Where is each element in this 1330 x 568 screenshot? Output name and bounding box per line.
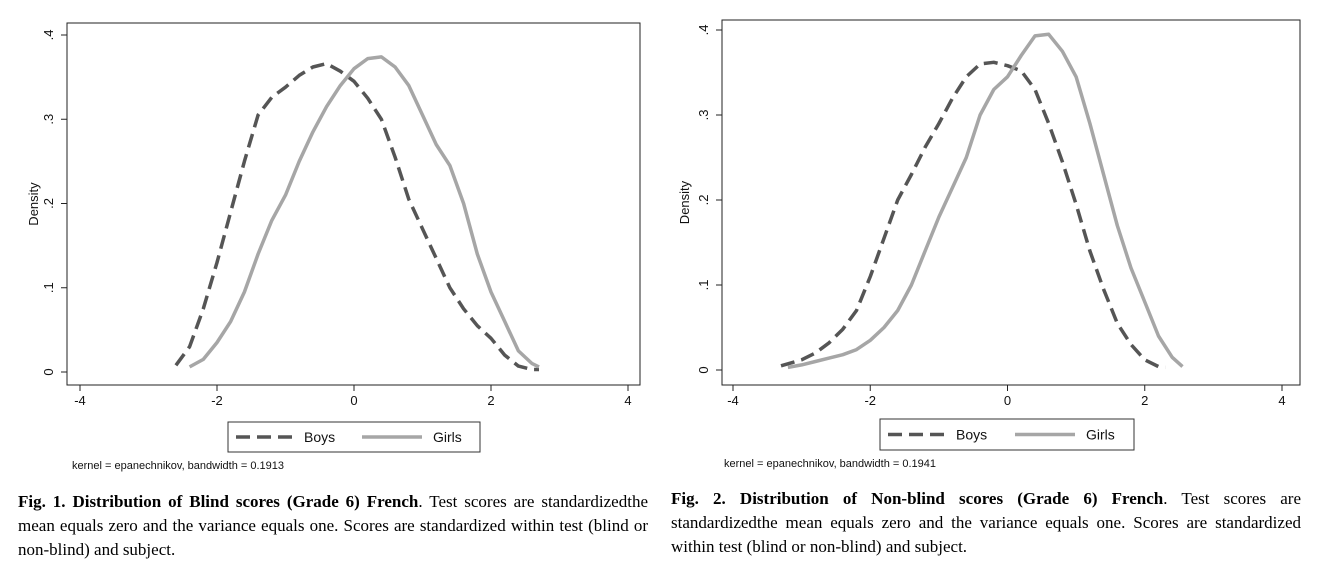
x-tick-label: -2 (211, 393, 223, 408)
figure-2-panel: -4 -2 0 2 4 0 .1 .2 .3 .4 Density Boys Girls kernel =… (660, 0, 1325, 568)
plot-frame (66, 22, 641, 386)
y-tick-label: .1 (41, 282, 56, 293)
x-tick-label: 4 (624, 393, 631, 408)
figure-1-panel: -4 -2 0 2 4 0 .1 .2 .3 .4 Density Boys Girls kernel =… (18, 22, 648, 562)
x-tick-label: 0 (350, 393, 357, 408)
kernel-note: kernel = epanechnikov, bandwidth = 0.194… (724, 458, 936, 470)
legend-label-boys: Boys (956, 427, 987, 443)
series-line-girls (188, 55, 540, 369)
figure-2-caption-text: . Test scores are standardizedthe mean e… (671, 489, 1302, 556)
x-tick-label: -2 (864, 393, 876, 408)
legend-label-boys: Boys (304, 429, 335, 445)
x-tick-label: 2 (1141, 393, 1148, 408)
y-tick-label: .4 (41, 30, 56, 41)
legend-box (227, 421, 481, 453)
x-tick-label: -4 (727, 393, 739, 408)
x-tick-label: 2 (487, 393, 494, 408)
y-tick-label: 0 (696, 366, 711, 373)
y-tick-label: .4 (696, 25, 711, 36)
y-axis-title: Density (26, 182, 41, 226)
legend: Boys Girls (227, 421, 481, 453)
figure-1-chart: -4 -2 0 2 4 0 .1 .2 .3 .4 Density Boys Girls kernel =… (26, 22, 641, 472)
x-tick-label: 0 (1004, 393, 1011, 408)
y-tick-label: .3 (696, 110, 711, 121)
legend: Boys Girls (879, 418, 1135, 451)
plot-frame (721, 19, 1301, 386)
figure-1-caption: Fig. 1. Distribution of Blind scores (Gr… (18, 490, 648, 562)
y-tick-label: .1 (696, 280, 711, 291)
y-tick-label: .3 (41, 114, 56, 125)
figure-1-caption-label: Fig. 1. Distribution of Blind scores (Gr… (18, 492, 419, 511)
figure-2-caption: Fig. 2. Distribution of Non-blind scores… (671, 487, 1301, 559)
figure-1-caption-text: . Test scores are standardizedthe mean e… (18, 492, 649, 559)
series-line-boys (780, 60, 1166, 370)
x-tick-label: 4 (1278, 393, 1285, 408)
y-axis-title: Density (677, 180, 692, 224)
legend-label-girls: Girls (433, 429, 462, 445)
kernel-note: kernel = epanechnikov, bandwidth = 0.191… (72, 460, 284, 472)
figure-2-caption-label: Fig. 2. Distribution of Non-blind scores… (671, 489, 1164, 508)
series-line-boys (174, 61, 539, 372)
x-tick-label: -4 (74, 393, 86, 408)
series-line-girls (787, 32, 1184, 370)
y-tick-label: .2 (696, 195, 711, 206)
figure-2-chart: -4 -2 0 2 4 0 .1 .2 .3 .4 Density Boys Girls kernel =… (677, 19, 1301, 470)
y-tick-label: .2 (41, 198, 56, 209)
legend-label-girls: Girls (1086, 427, 1115, 443)
y-tick-label: 0 (41, 368, 56, 375)
